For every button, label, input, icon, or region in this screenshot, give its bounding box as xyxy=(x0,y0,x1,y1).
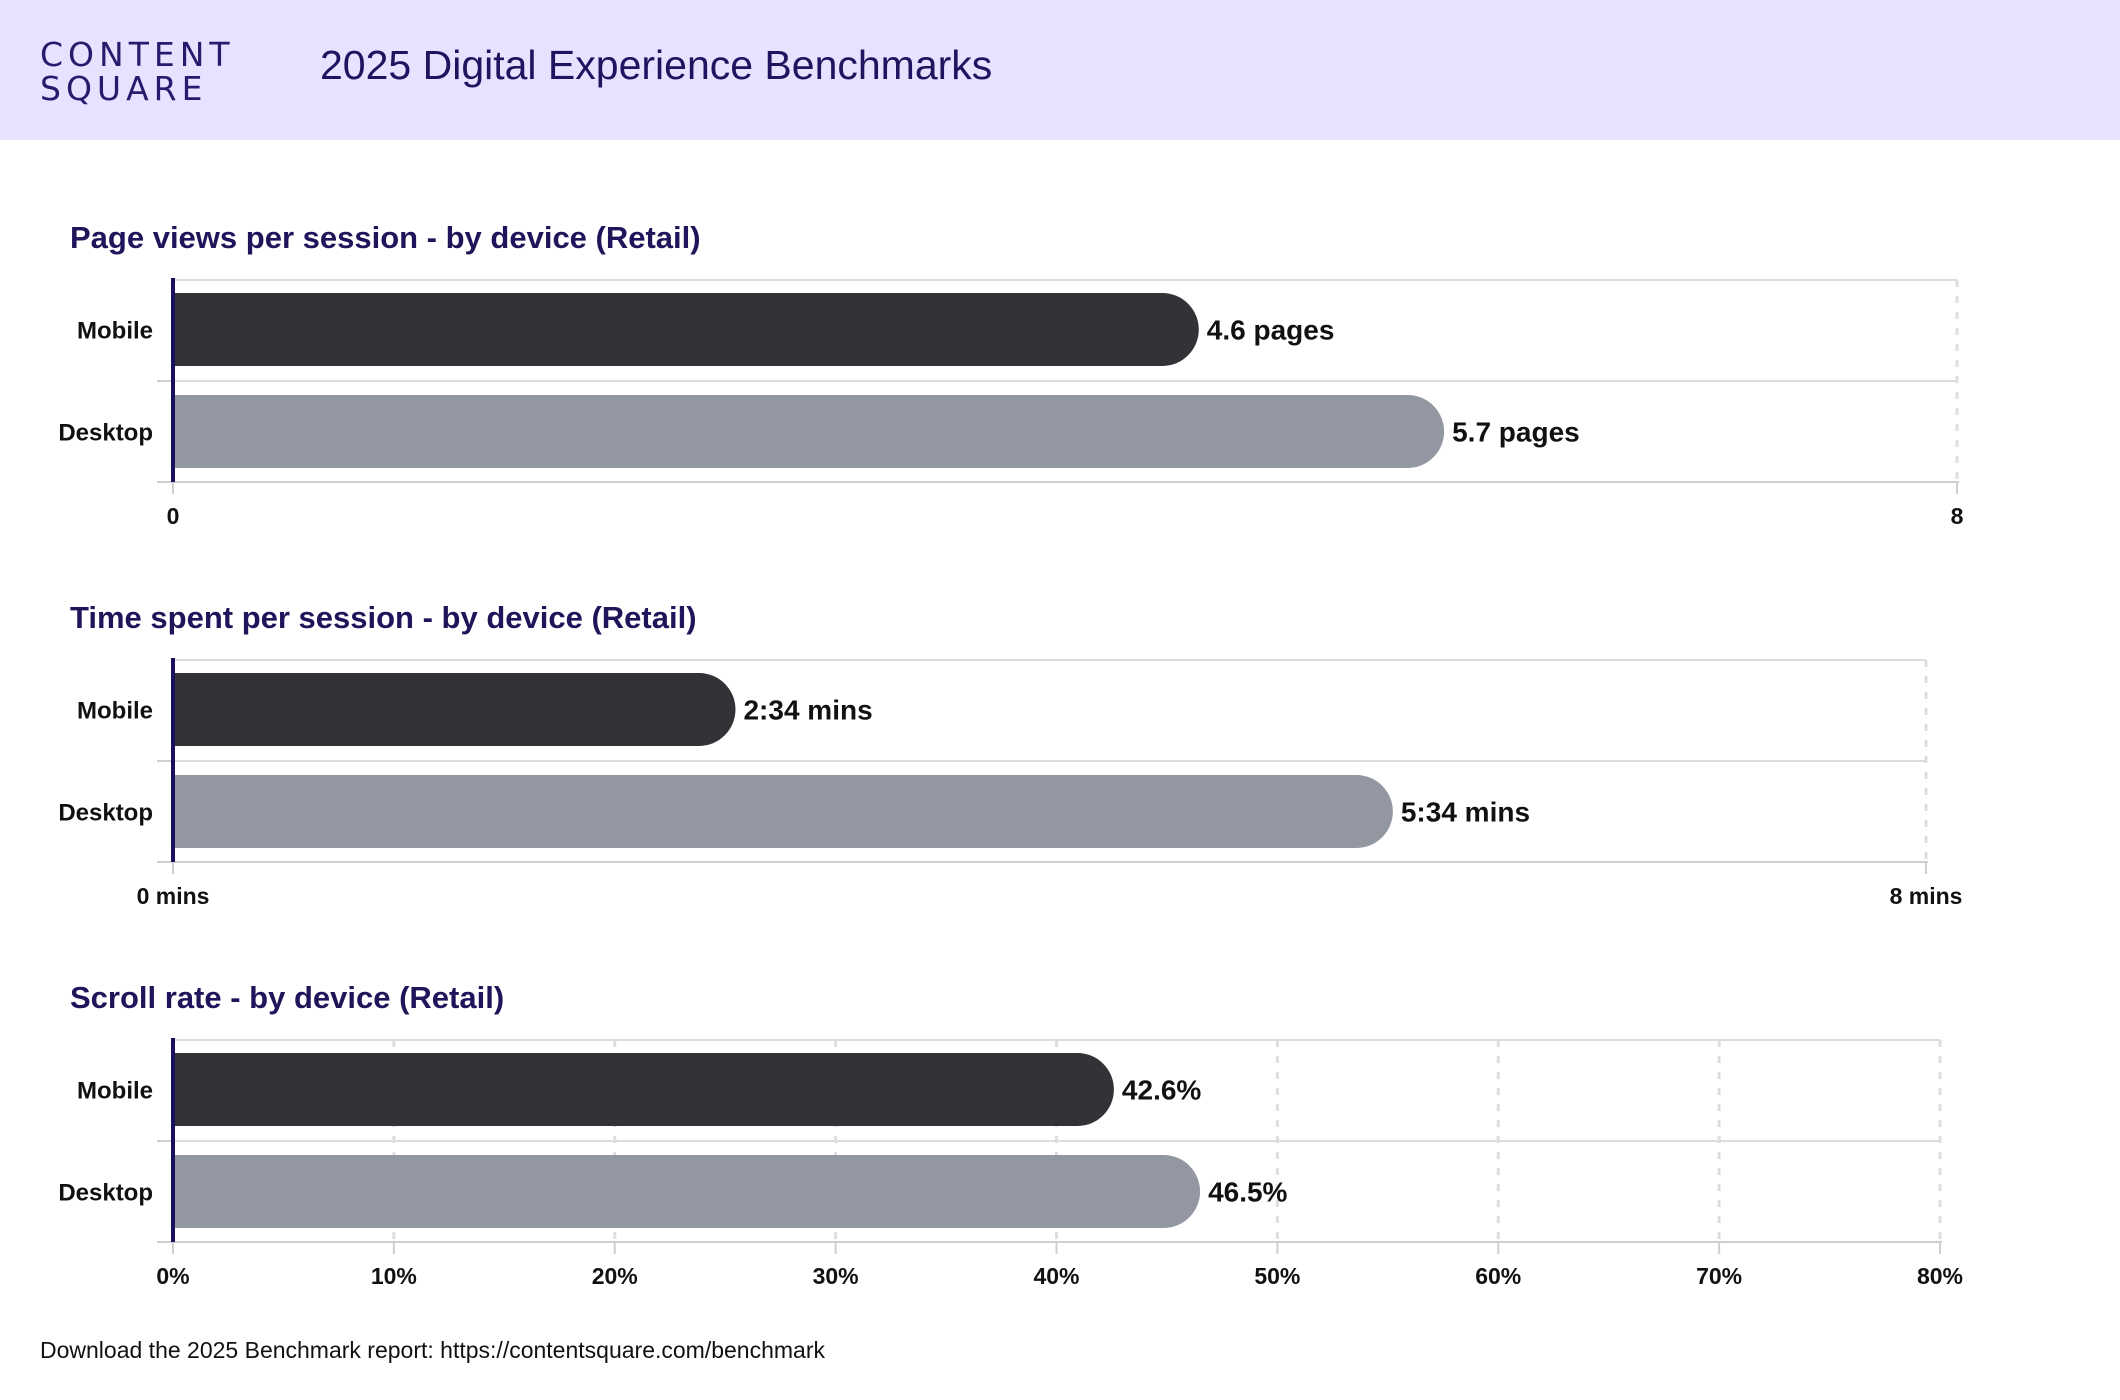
chart-title-time-spent: Time spent per session - by device (Reta… xyxy=(70,600,697,635)
bar-desktop xyxy=(173,775,1393,848)
x-tick-label: 8 mins xyxy=(1890,883,1963,909)
bar-desktop xyxy=(173,395,1445,468)
x-tick-label: 8 xyxy=(1951,503,1964,529)
page-header: CONTENT SQUARE 2025 Digital Experience B… xyxy=(0,0,2120,140)
scroll-rate-chart: 0% 10% 20% 30% 40% 50% 60% 70% 80% 42.6% Mobile 46.… xyxy=(58,1038,1963,1289)
x-tick-label: 0 mins xyxy=(137,883,210,909)
contentsquare-logo: CONTENT SQUARE xyxy=(40,38,235,106)
report-title: 2025 Digital Experience Benchmarks xyxy=(320,42,993,88)
x-tick-label: 10% xyxy=(371,1263,417,1289)
time-spent-chart: 0 mins 8 mins 2:34 mins Mobile 5:34 mins Desk… xyxy=(58,658,1963,909)
value-label-desktop: 5.7 pages xyxy=(1452,417,1580,448)
x-tick-label: 20% xyxy=(592,1263,638,1289)
category-label-mobile: Mobile xyxy=(77,318,153,345)
x-tick-label: 50% xyxy=(1254,1263,1300,1289)
footer-download-note: Download the 2025 Benchmark report: http… xyxy=(40,1337,825,1363)
value-label-mobile: 4.6 pages xyxy=(1207,315,1335,346)
chart-title-scroll-rate: Scroll rate - by device (Retail) xyxy=(70,980,505,1015)
category-label-desktop: Desktop xyxy=(58,420,153,447)
x-tick-label: 60% xyxy=(1475,1263,1521,1289)
category-label-desktop: Desktop xyxy=(58,800,153,827)
value-label-desktop: 46.5% xyxy=(1208,1177,1287,1208)
logo-line-2: SQUARE xyxy=(40,69,208,108)
x-tick-label: 0% xyxy=(156,1263,189,1289)
bar-mobile xyxy=(173,1053,1114,1126)
value-label-desktop: 5:34 mins xyxy=(1401,797,1530,828)
page-views-chart: 0 8 4.6 pages Mobile 5.7 pages Desktop xyxy=(58,278,1964,529)
x-tick-label: 0 xyxy=(167,503,180,529)
category-label-mobile: Mobile xyxy=(77,1078,153,1105)
value-label-mobile: 2:34 mins xyxy=(743,695,872,726)
x-tick-label: 70% xyxy=(1696,1263,1742,1289)
category-label-desktop: Desktop xyxy=(58,1180,153,1207)
chart-title-page-views: Page views per session - by device (Reta… xyxy=(70,220,701,255)
category-label-mobile: Mobile xyxy=(77,698,153,725)
bar-mobile xyxy=(173,673,736,746)
value-label-mobile: 42.6% xyxy=(1122,1075,1201,1106)
x-tick-label: 30% xyxy=(813,1263,859,1289)
x-tick-label: 80% xyxy=(1917,1263,1963,1289)
logo-line-1: CONTENT xyxy=(40,35,235,74)
x-tick-label: 40% xyxy=(1033,1263,1079,1289)
bar-mobile xyxy=(173,293,1199,366)
bar-desktop xyxy=(173,1155,1201,1228)
